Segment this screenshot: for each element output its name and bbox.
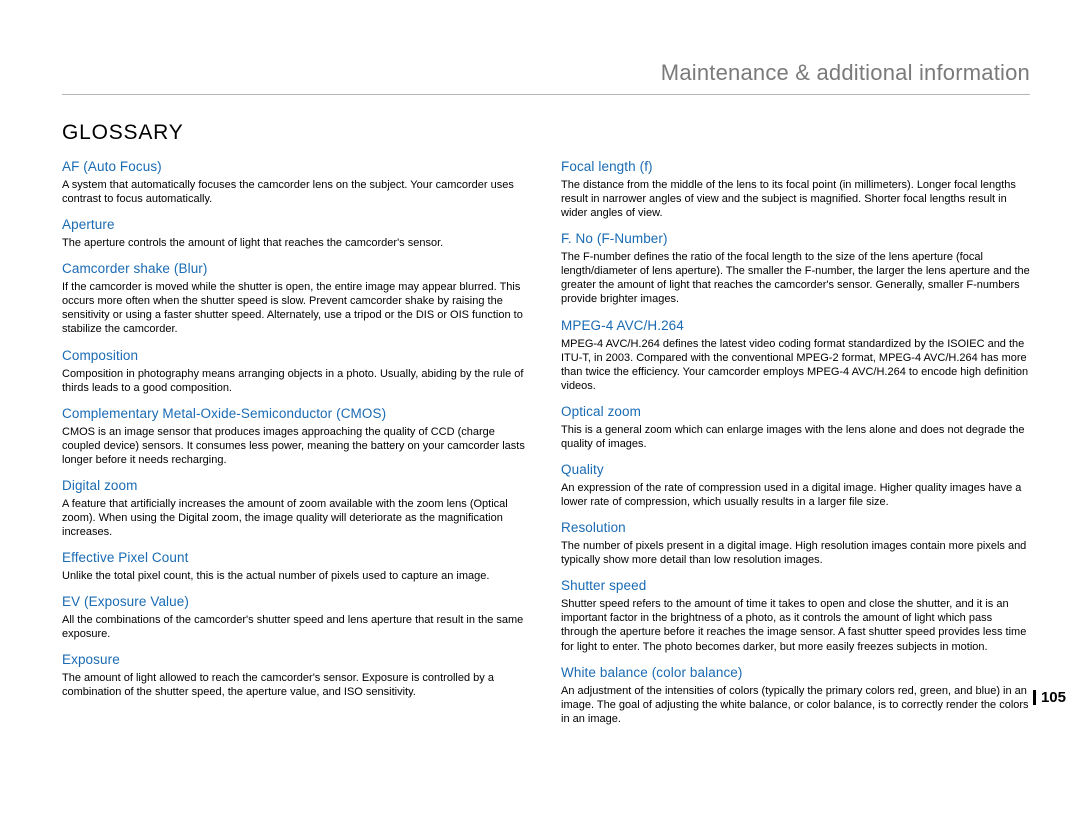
- glossary-entry: Exposure The amount of light allowed to r…: [62, 652, 531, 699]
- glossary-term: Resolution: [561, 520, 1030, 535]
- glossary-definition: All the combinations of the camcorder's …: [62, 613, 531, 641]
- glossary-definition: CMOS is an image sensor that produces im…: [62, 425, 531, 467]
- section-header: Maintenance & additional information: [62, 60, 1030, 95]
- glossary-term: White balance (color balance): [561, 665, 1030, 680]
- glossary-entry: Quality An expression of the rate of comp…: [561, 462, 1030, 509]
- left-column: AF (Auto Focus) A system that automatical…: [62, 159, 531, 737]
- glossary-term: Aperture: [62, 217, 531, 232]
- glossary-entry: Shutter speed Shutter speed refers to the…: [561, 578, 1030, 653]
- glossary-definition: An adjustment of the intensities of colo…: [561, 684, 1030, 726]
- glossary-term: Composition: [62, 348, 531, 363]
- glossary-definition: Unlike the total pixel count, this is th…: [62, 569, 531, 583]
- glossary-definition: An expression of the rate of compression…: [561, 481, 1030, 509]
- glossary-columns: AF (Auto Focus) A system that automatical…: [62, 159, 1030, 737]
- glossary-entry: Digital zoom A feature that artificially …: [62, 478, 531, 539]
- glossary-term: Camcorder shake (Blur): [62, 261, 531, 276]
- glossary-definition: This is a general zoom which can enlarge…: [561, 423, 1030, 451]
- glossary-entry: MPEG-4 AVC/H.264 MPEG-4 AVC/H.264 defines…: [561, 318, 1030, 393]
- glossary-term: Complementary Metal-Oxide-Semiconductor …: [62, 406, 531, 421]
- glossary-definition: The amount of light allowed to reach the…: [62, 671, 531, 699]
- glossary-entry: White balance (color balance) An adjustme…: [561, 665, 1030, 726]
- glossary-entry: AF (Auto Focus) A system that automatical…: [62, 159, 531, 206]
- glossary-term: Effective Pixel Count: [62, 550, 531, 565]
- glossary-term: Shutter speed: [561, 578, 1030, 593]
- right-column: Focal length (f) The distance from the mi…: [561, 159, 1030, 737]
- glossary-entry: Camcorder shake (Blur) If the camcorder i…: [62, 261, 531, 336]
- glossary-term: Exposure: [62, 652, 531, 667]
- page-number: 105: [1033, 690, 1066, 705]
- glossary-term: Optical zoom: [561, 404, 1030, 419]
- glossary-definition: MPEG-4 AVC/H.264 defines the latest vide…: [561, 337, 1030, 393]
- glossary-entry: Complementary Metal-Oxide-Semiconductor …: [62, 406, 531, 467]
- glossary-entry: F. No (F-Number) The F-number defines the…: [561, 231, 1030, 306]
- glossary-definition: The F-number defines the ratio of the fo…: [561, 250, 1030, 306]
- glossary-definition: If the camcorder is moved while the shut…: [62, 280, 531, 336]
- glossary-entry: Optical zoom This is a general zoom which…: [561, 404, 1030, 451]
- glossary-definition: The aperture controls the amount of ligh…: [62, 236, 531, 250]
- glossary-definition: A system that automatically focuses the …: [62, 178, 531, 206]
- glossary-term: Digital zoom: [62, 478, 531, 493]
- glossary-term: MPEG-4 AVC/H.264: [561, 318, 1030, 333]
- glossary-entry: Resolution The number of pixels present i…: [561, 520, 1030, 567]
- glossary-definition: The distance from the middle of the lens…: [561, 178, 1030, 220]
- glossary-entry: Focal length (f) The distance from the mi…: [561, 159, 1030, 220]
- page-title: GLOSSARY: [62, 121, 1030, 145]
- glossary-term: F. No (F-Number): [561, 231, 1030, 246]
- glossary-entry: Effective Pixel Count Unlike the total pi…: [62, 550, 531, 583]
- glossary-term: Focal length (f): [561, 159, 1030, 174]
- glossary-entry: Composition Composition in photography me…: [62, 348, 531, 395]
- glossary-definition: Composition in photography means arrangi…: [62, 367, 531, 395]
- glossary-term: Quality: [561, 462, 1030, 477]
- glossary-definition: Shutter speed refers to the amount of ti…: [561, 597, 1030, 653]
- glossary-definition: The number of pixels present in a digita…: [561, 539, 1030, 567]
- glossary-definition: A feature that artificially increases th…: [62, 497, 531, 539]
- glossary-term: AF (Auto Focus): [62, 159, 531, 174]
- glossary-entry: EV (Exposure Value) All the combinations …: [62, 594, 531, 641]
- glossary-term: EV (Exposure Value): [62, 594, 531, 609]
- glossary-entry: Aperture The aperture controls the amount…: [62, 217, 531, 250]
